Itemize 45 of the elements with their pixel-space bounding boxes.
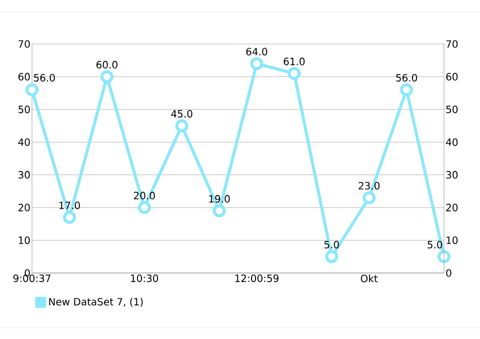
point: [175, 119, 188, 132]
data-label: 17.0: [59, 202, 80, 210]
y-tick-label: 60: [18, 72, 30, 80]
y-tick-label: 10: [18, 236, 30, 244]
point: [100, 70, 114, 84]
y-tick-label: 70: [18, 40, 30, 48]
y-tick-label: 50: [18, 106, 30, 114]
data-label: 56.0: [396, 74, 418, 82]
y2-tick-label: 0: [446, 269, 452, 277]
point: [325, 250, 338, 264]
legend-label: New DataSet 7, (1): [49, 298, 143, 307]
point: [62, 210, 76, 224]
data-label: 56.0: [34, 74, 55, 82]
y2-tick-label: 10: [446, 236, 458, 244]
y2-tick-label: 20: [446, 204, 458, 212]
data-label: 61.0: [284, 58, 305, 66]
data-label: 60.0: [96, 60, 118, 69]
point: [138, 201, 151, 214]
x-tick-label: Okt: [360, 274, 378, 282]
data-label: 5.0: [324, 240, 339, 248]
y-tick-label: 20: [18, 204, 30, 212]
y-tick-label: 0: [24, 269, 30, 277]
point: [212, 204, 226, 218]
y2-tick-label: 60: [446, 72, 458, 80]
data-label: 20.0: [134, 192, 155, 200]
y2-tick-label: 30: [446, 171, 458, 179]
y2-tick-label: 40: [446, 138, 458, 146]
y2-tick-label: 50: [446, 106, 458, 114]
data-label: 45.0: [171, 110, 192, 118]
x-tick-label: 12:00:59: [235, 274, 278, 282]
point: [288, 66, 301, 80]
x-tick-label: 9:00:37: [13, 274, 50, 282]
y-tick-label: 30: [18, 171, 30, 179]
point: [362, 191, 376, 204]
data-label: 64.0: [246, 48, 268, 56]
point: [400, 83, 414, 96]
y2-tick-label: 70: [446, 40, 458, 48]
point: [437, 250, 450, 264]
data-label: 19.0: [209, 195, 230, 203]
point: [26, 83, 39, 96]
y-tick-label: 40: [18, 138, 30, 146]
data-label: 23.0: [358, 182, 380, 190]
x-tick-label: 10:30: [131, 274, 158, 282]
point: [250, 57, 264, 70]
data-label: 5.0: [428, 240, 442, 248]
